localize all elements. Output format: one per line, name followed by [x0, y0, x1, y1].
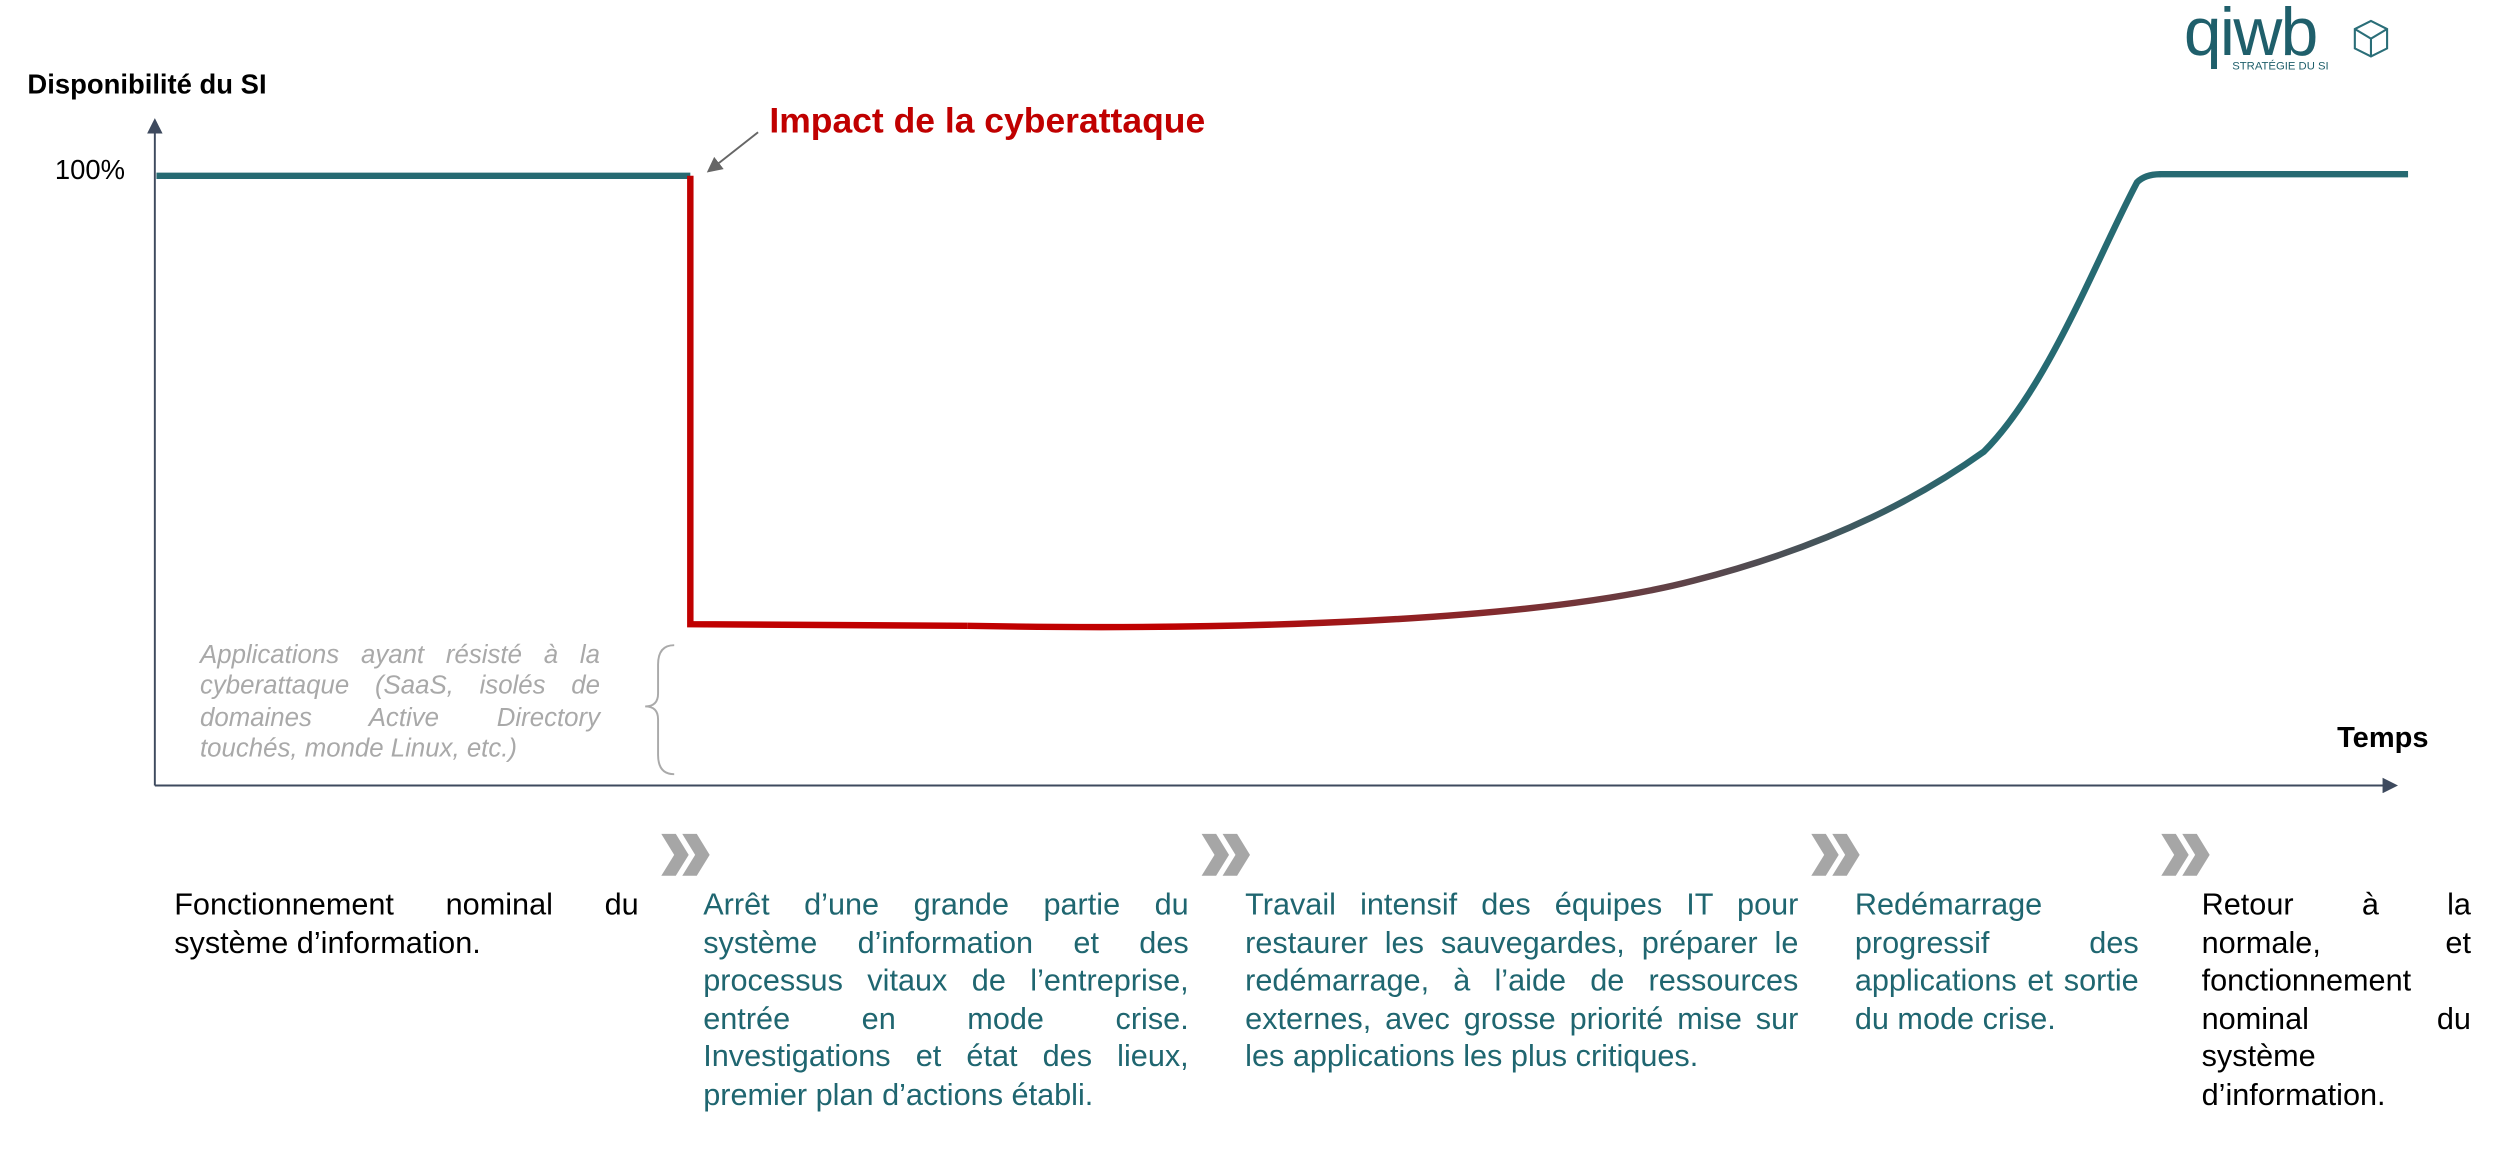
- recovery-curve: [967, 170, 2409, 631]
- brace: [645, 644, 675, 776]
- chevrons: [661, 833, 2210, 876]
- phase-text: Travail intensif des équipes IT pour res…: [1245, 888, 1799, 1075]
- note: Applications ayant résisté à la cyberatt…: [199, 641, 600, 763]
- y-max-label: 100%: [54, 154, 125, 186]
- x-axis-label: Temps: [2337, 720, 2429, 754]
- logo-icon: [2353, 19, 2389, 58]
- phase-text: Redémarrage progressif des applications …: [1854, 888, 2139, 1037]
- drop-line: [687, 175, 968, 630]
- phase-text: Arrêt d’une grande partie du système d’i…: [703, 888, 1189, 1113]
- phase-text: Retour à la normale, et fonctionnement n…: [2201, 888, 2471, 1113]
- logo-tagline: STRATÉGIE DU SI: [2232, 61, 2329, 73]
- phase-text: Fonctionnement nominal du système d’info…: [174, 888, 639, 961]
- y-axis-label: Disponibilité du SI: [27, 69, 267, 100]
- annotation-arrow: [706, 131, 759, 173]
- logo: qiwb: [2183, 0, 2319, 70]
- annotation: Impact de la cyberattaque: [769, 99, 1206, 141]
